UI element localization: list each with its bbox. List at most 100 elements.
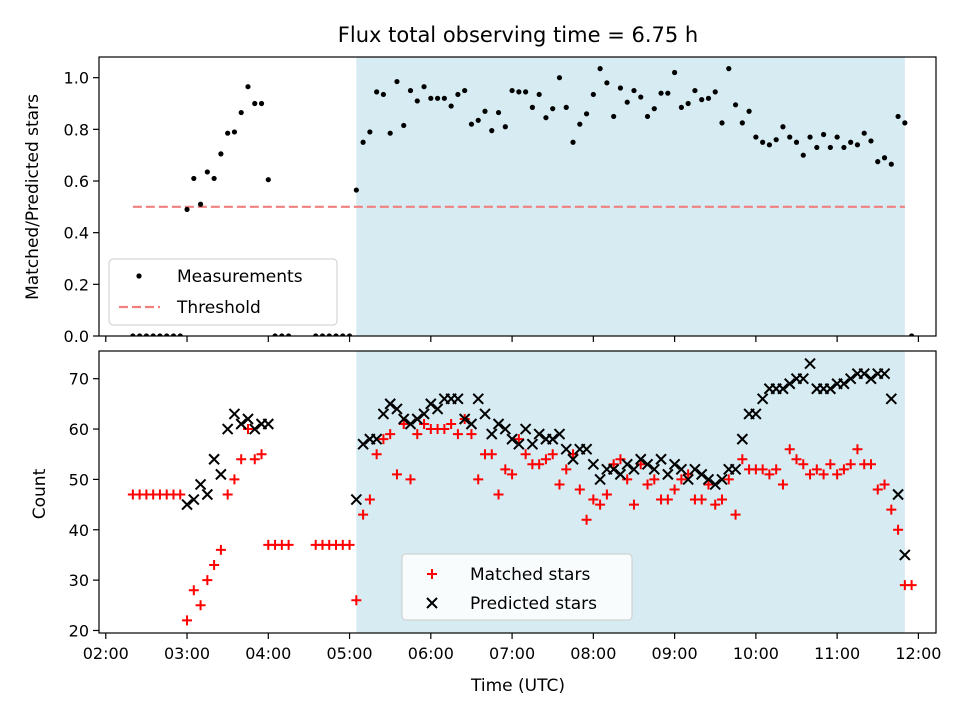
predicted-star-point <box>844 372 857 385</box>
top-legend: Measurements Threshold <box>108 258 338 326</box>
matched-star-point <box>256 449 267 460</box>
matched-star-point <box>777 479 788 490</box>
predicted-star-point <box>411 413 423 425</box>
predicted-star-point <box>784 378 796 390</box>
matched-star-point <box>845 459 856 470</box>
measurement-point <box>143 333 150 336</box>
bottom-y-axis-label: Count <box>30 468 50 519</box>
measurement-point <box>590 91 596 98</box>
matched-star-point <box>391 469 402 480</box>
measurement-point <box>563 104 569 110</box>
bottom-ytick-label: 50 <box>69 470 89 489</box>
matched-star-point <box>249 454 260 465</box>
matched-star-point <box>635 459 646 470</box>
measurement-point <box>787 134 793 140</box>
matched-star-point <box>886 504 897 515</box>
measurement-point <box>448 103 454 109</box>
measurement-point <box>407 87 414 94</box>
legend-predicted-label: Predicted stars <box>470 594 597 614</box>
matched-star-point <box>405 474 416 485</box>
top-observing-window <box>356 57 905 336</box>
predicted-star-point <box>384 398 396 410</box>
matched-star-point <box>662 494 673 505</box>
matched-star-point <box>622 474 633 485</box>
measurement-point <box>441 95 447 101</box>
predicted-star-point <box>824 383 837 395</box>
legend-matched-marker <box>427 569 437 579</box>
measurement-point <box>644 113 651 120</box>
measurement-point <box>468 121 475 127</box>
matched-star-point <box>872 484 883 495</box>
measurement-point <box>401 122 407 129</box>
predicted-star-point <box>404 418 417 430</box>
measurement-point <box>489 128 495 134</box>
measurement-point <box>597 66 603 72</box>
predicted-star-point <box>188 493 200 506</box>
x-tick-label: 02:00 <box>83 644 129 663</box>
x-tick-label: 06:00 <box>408 644 454 663</box>
x-tick-label: 11:00 <box>814 644 860 663</box>
x-tick-label: 07:00 <box>489 644 535 663</box>
predicted-star-point <box>899 549 911 561</box>
measurement-point <box>204 169 210 175</box>
predicted-star-point <box>472 393 484 405</box>
predicted-star-point <box>594 473 606 486</box>
measurement-point <box>705 95 712 101</box>
predicted-star-point <box>865 372 877 385</box>
measurement-point <box>814 144 820 151</box>
measurement-point <box>611 113 617 120</box>
measurement-point <box>279 333 285 336</box>
top-panel: 0.0 0.2 0.4 0.6 0.8 1.0 Measurements Threshold <box>64 56 937 346</box>
measurement-point <box>638 94 644 100</box>
measurement-point <box>820 131 827 138</box>
bottom-ytick-label: 70 <box>69 370 89 389</box>
measurement-point <box>685 100 691 107</box>
predicted-star-point <box>641 458 654 471</box>
measurement-point <box>834 134 840 140</box>
measurement-point <box>313 333 319 336</box>
matched-star-point <box>561 464 572 475</box>
bottom-ytick-label: 30 <box>69 571 89 590</box>
measurement-point <box>360 139 366 145</box>
measurement-point <box>827 144 833 151</box>
top-ytick-label: 0.8 <box>64 120 89 139</box>
measurement-point <box>617 85 624 91</box>
measurement-point <box>543 115 549 121</box>
matched-star-point <box>683 469 694 480</box>
measurement-point <box>658 90 664 96</box>
measurement-point <box>841 144 847 151</box>
matched-star-point <box>466 429 477 440</box>
measurement-point <box>272 333 278 336</box>
predicted-star-point <box>750 408 762 420</box>
matched-star-point <box>534 459 545 470</box>
measurement-point <box>380 91 387 98</box>
predicted-star-point <box>201 488 214 501</box>
measurement-point <box>909 333 915 336</box>
measurement-point <box>434 95 441 101</box>
predicted-star-point <box>553 428 566 440</box>
matched-star-point <box>439 424 450 435</box>
predicted-star-point <box>181 498 193 511</box>
measurement-point <box>712 89 718 95</box>
matched-star-point <box>175 489 186 500</box>
matched-star-point <box>486 449 497 460</box>
predicted-star-point <box>506 433 518 445</box>
predicted-star-point <box>221 423 234 435</box>
predicted-star-point <box>892 488 904 501</box>
predicted-star-point <box>662 468 674 481</box>
predicted-star-point <box>431 403 444 415</box>
matched-star-point <box>229 474 240 485</box>
matched-star-point <box>182 615 193 626</box>
bottom-ytick-label: 20 <box>69 621 89 640</box>
predicted-star-point <box>838 378 850 390</box>
measurement-point <box>225 130 231 136</box>
measurement-point <box>699 97 705 103</box>
measurement-point <box>170 333 177 336</box>
measurement-point <box>218 151 224 157</box>
matched-star-point <box>507 469 518 480</box>
matched-star-point <box>385 429 396 440</box>
matched-star-point <box>723 474 734 485</box>
predicted-star-point <box>635 453 647 465</box>
matched-star-point <box>595 499 606 510</box>
